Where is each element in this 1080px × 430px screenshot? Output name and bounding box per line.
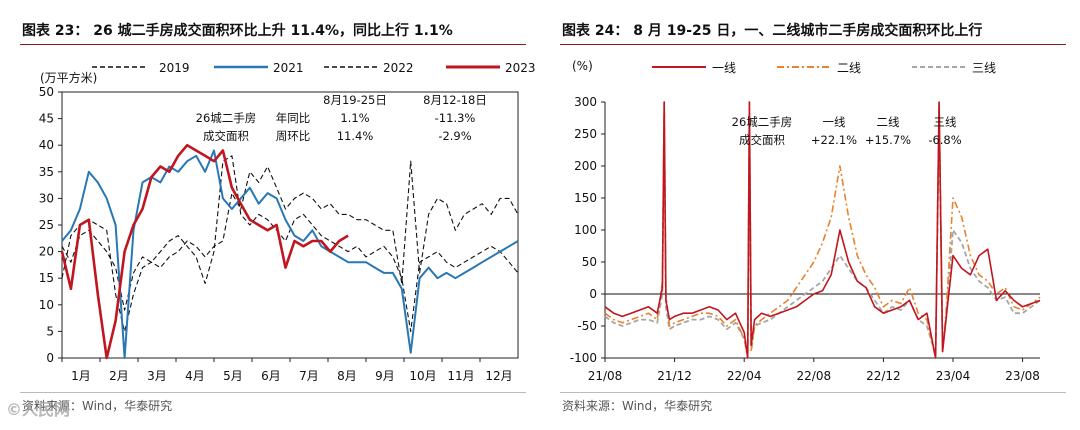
- x-tick-label: 3月: [147, 369, 167, 383]
- y-tick-label: 0: [46, 351, 54, 365]
- annotation-value-col1: 1.1%: [340, 111, 369, 125]
- y-tick-label: -50: [577, 319, 597, 333]
- y-tick-label: 15: [39, 271, 54, 285]
- x-tick-label: 21/12: [657, 369, 692, 383]
- chart-title-left: 图表 23： 26 城二手房成交面积环比上升 11.4%，同比上行 1.1%: [22, 23, 453, 39]
- annotation-value-col1: 11.4%: [337, 129, 374, 143]
- y-tick-label: 50: [39, 85, 54, 99]
- annotation-tier-label: 二线: [877, 115, 900, 129]
- x-tick-label: 22/12: [866, 369, 901, 383]
- source-right: 资料来源：Wind，华泰研究: [562, 399, 713, 413]
- annotation-tier-label: 三线: [934, 115, 957, 129]
- y-tick-label: 5: [46, 324, 54, 338]
- annotation-metric-label: 周环比: [276, 129, 311, 143]
- annotation-metric-label: 年同比: [276, 111, 311, 125]
- title-divider-left: [20, 44, 526, 45]
- x-tick-label: 9月: [375, 369, 395, 383]
- x-tick-label: 11月: [447, 369, 474, 383]
- annotation-tier-label: 一线: [823, 115, 846, 129]
- y-tick-label: 30: [39, 191, 54, 205]
- annotation-row-label-2: 成交面积: [203, 129, 249, 143]
- chart-svg-left: 0 5 10 15 20 25 30 35 40 45 50(万平方米) 1月 2月 3月 4月 5月 6月 7月…: [39, 61, 536, 383]
- x-tick-label: 23/08: [1005, 369, 1040, 383]
- x-tick-label: 4月: [185, 369, 205, 383]
- watermark: ©人民网: [6, 400, 71, 419]
- series-line-2019: [61, 160, 519, 332]
- chart-panel-right: 图表 24： 8 月 19-25 日，一、二线城市二手房成交面积环比上行 -10…: [540, 0, 1080, 430]
- x-tick-label: 7月: [299, 369, 319, 383]
- x-tick-label: 2月: [109, 369, 129, 383]
- chart-panel-left: 图表 23： 26 城二手房成交面积环比上升 11.4%，同比上行 1.1% 0…: [6, 23, 536, 419]
- annotation-row-label-1: 26城二手房: [196, 111, 257, 125]
- legend-label-2021: 2021: [273, 61, 304, 75]
- annotation-value-col2: -11.3%: [435, 111, 476, 125]
- chart-svg-right: -100 -50 0 50 100 150 200 250 300 (%) 21/08 21/12 22…: [570, 59, 1041, 383]
- x-tick-label: 23/04: [936, 369, 971, 383]
- y-tick-label: 0: [589, 287, 597, 301]
- annotation-row-label-2: 成交面积: [739, 133, 785, 147]
- legend-label-一线: 一线: [712, 61, 736, 75]
- x-tick-label: 5月: [223, 369, 243, 383]
- legend-label-2019: 2019: [159, 61, 190, 75]
- bottom-divider-left: [20, 392, 526, 393]
- annotation-col1-header: 8月19-25日: [323, 93, 387, 107]
- annotation-tier-value: -6.8%: [928, 133, 961, 147]
- y-tick-label: 50: [582, 255, 597, 269]
- y-tick-label: 40: [39, 138, 54, 152]
- series-line-2022: [61, 155, 519, 332]
- title-divider-right: [560, 44, 1066, 45]
- x-tick-label: 6月: [261, 369, 281, 383]
- legend-label-二线: 二线: [837, 61, 861, 75]
- y-axis-label: (%): [572, 59, 593, 73]
- source-left: 资料来源：Wind，华泰研究: [22, 399, 173, 413]
- x-tick-label: 8月: [337, 369, 357, 383]
- x-tick-label: 10月: [409, 369, 436, 383]
- legend-label-2022: 2022: [383, 61, 414, 75]
- y-tick-label: 25: [39, 218, 54, 232]
- legend-label-2023: 2023: [505, 61, 536, 75]
- series-line-2021: [61, 149, 519, 359]
- y-tick-label: 10: [39, 298, 54, 312]
- x-tick-label: 12月: [485, 369, 512, 383]
- y-tick-label: -100: [570, 351, 597, 365]
- x-tick-label: 21/08: [588, 369, 623, 383]
- annotation-col2-header: 8月12-18日: [423, 93, 487, 107]
- y-tick-label: 100: [574, 223, 597, 237]
- x-tick-label: 22/04: [727, 369, 762, 383]
- x-tick-label: 22/08: [797, 369, 832, 383]
- annotation-value-col2: -2.9%: [438, 129, 471, 143]
- y-tick-label: 300: [574, 95, 597, 109]
- series-line-2023: [60, 143, 349, 360]
- y-tick-label: 200: [574, 159, 597, 173]
- x-tick-label: 1月: [71, 369, 91, 383]
- y-tick-label: 150: [574, 191, 597, 205]
- y-tick-label: 20: [39, 245, 54, 259]
- annotation-tier-value: +22.1%: [811, 133, 857, 147]
- bottom-divider-right: [560, 392, 1066, 393]
- y-tick-label: 35: [39, 165, 54, 179]
- y-tick-label: 45: [39, 112, 54, 126]
- annotation-row-label-1: 26城二手房: [732, 115, 793, 129]
- chart-title-right: 图表 24： 8 月 19-25 日，一、二线城市二手房成交面积环比上行: [562, 23, 983, 39]
- annotation-tier-value: +15.7%: [865, 133, 911, 147]
- legend-label-三线: 三线: [972, 61, 996, 75]
- y-axis-label: (万平方米): [40, 70, 97, 85]
- series-line-一线: [604, 101, 1041, 359]
- y-tick-label: 250: [574, 127, 597, 141]
